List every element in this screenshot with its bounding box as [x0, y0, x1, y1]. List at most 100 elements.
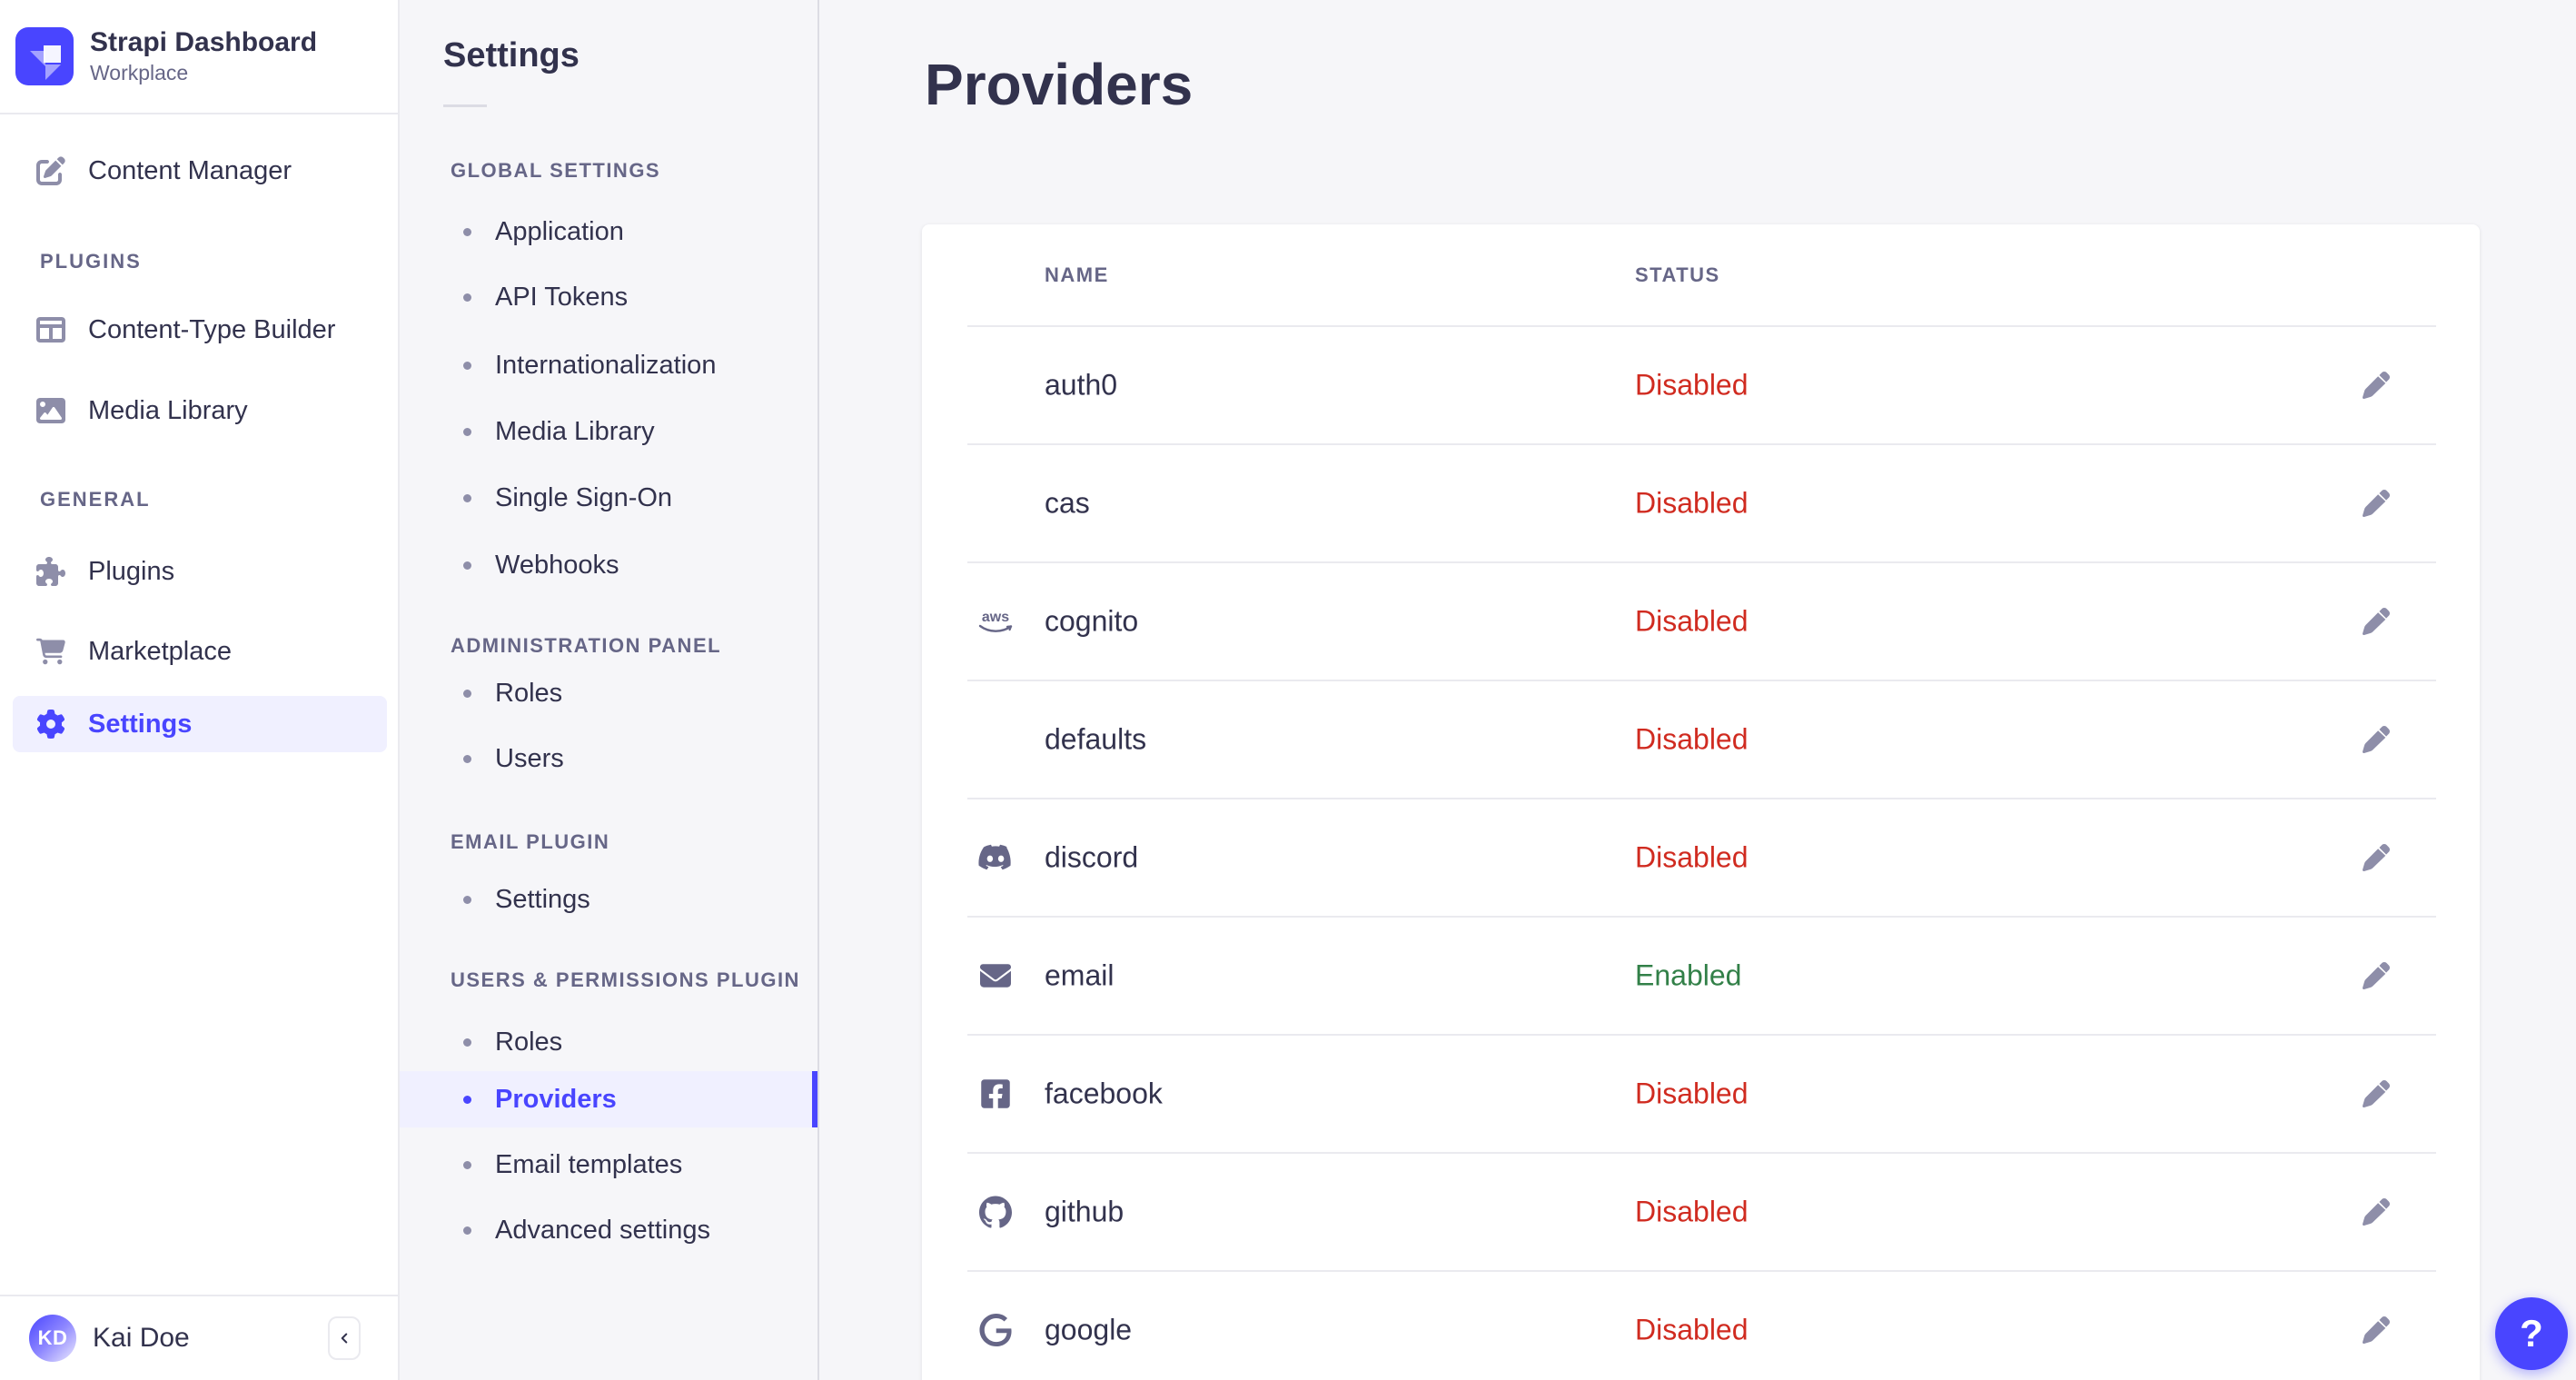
app-title: Strapi Dashboard [90, 26, 318, 57]
provider-row-facebook[interactable]: facebook Disabled [922, 1036, 2480, 1152]
bullet-icon [463, 427, 471, 436]
subnav-title-divider [443, 104, 487, 107]
sidebar-section-plugins: PLUGINS [40, 250, 142, 273]
gear-icon [35, 709, 66, 740]
workspace-name: Workplace [90, 61, 189, 85]
sidebar-item-marketplace[interactable]: Marketplace [13, 623, 387, 680]
bullet-icon [463, 361, 471, 370]
provider-name: google [1045, 1313, 1133, 1346]
subnav-item-label: Media Library [495, 416, 655, 446]
edit-provider-button[interactable] [2351, 596, 2402, 647]
bullet-icon [463, 293, 471, 302]
edit-provider-button[interactable] [2351, 1068, 2402, 1119]
provider-status: Disabled [1635, 604, 1749, 638]
facebook-icon [974, 1072, 1017, 1116]
edit-provider-button[interactable] [2351, 714, 2402, 765]
provider-row-cognito[interactable]: cognito Disabled [922, 563, 2480, 680]
subnav-item-admin-users[interactable]: Users [400, 730, 817, 787]
subnav-item-single-sign-on[interactable]: Single Sign-On [400, 470, 817, 526]
row-divider [967, 1034, 2436, 1036]
subnav-item-internationalization[interactable]: Internationalization [400, 337, 817, 393]
edit-provider-button[interactable] [2351, 1186, 2402, 1237]
collapse-sidebar-button[interactable] [328, 1316, 361, 1360]
provider-row-discord[interactable]: discord Disabled [922, 799, 2480, 916]
bullet-icon [463, 561, 471, 570]
sidebar-item-label: Plugins [88, 556, 175, 586]
bullet-icon [463, 895, 471, 904]
subnav-section-users-permissions-plugin: USERS & PERMISSIONS PLUGIN [451, 968, 800, 991]
subnav-section-administration-panel: ADMINISTRATION PANEL [451, 634, 722, 657]
cart-icon [35, 636, 66, 667]
column-header-name: NAME [1045, 263, 1109, 286]
subnav-item-label: Roles [495, 678, 563, 708]
bullet-icon [463, 1160, 471, 1169]
provider-row-email[interactable]: email Enabled [922, 918, 2480, 1034]
subnav-item-label: Internationalization [495, 350, 717, 380]
provider-name: auth0 [1045, 368, 1118, 402]
provider-name: github [1045, 1195, 1125, 1228]
provider-status: Disabled [1635, 1195, 1749, 1228]
provider-status: Disabled [1635, 368, 1749, 402]
edit-provider-button[interactable] [2351, 950, 2402, 1001]
subnav-item-media-library[interactable]: Media Library [400, 403, 817, 460]
google-icon [974, 1308, 1017, 1352]
column-header-status: STATUS [1635, 263, 1720, 286]
pencil-icon [2363, 372, 2390, 399]
subnav-item-providers[interactable]: Providers [400, 1071, 817, 1127]
pencil-icon [2363, 962, 2390, 989]
chevron-left-icon [336, 1330, 352, 1346]
provider-row-defaults[interactable]: defaults Disabled [922, 681, 2480, 798]
provider-name: defaults [1045, 722, 1147, 756]
subnav-item-application[interactable]: Application [400, 204, 817, 260]
bullet-icon [463, 754, 471, 763]
subnav-item-admin-roles[interactable]: Roles [400, 665, 817, 721]
sidebar-section-general: GENERAL [40, 488, 151, 511]
bullet-icon [463, 1226, 471, 1235]
pencil-icon [2363, 1316, 2390, 1344]
provider-row-github[interactable]: github Disabled [922, 1154, 2480, 1270]
subnav-item-advanced-settings[interactable]: Advanced settings [400, 1202, 817, 1258]
subnav-item-label: Users [495, 743, 564, 773]
workspace-header[interactable]: Strapi Dashboard Workplace [0, 0, 398, 114]
page-title: Providers [925, 52, 1194, 117]
sidebar-item-content-manager[interactable]: Content Manager [13, 143, 387, 199]
edit-provider-button[interactable] [2351, 1305, 2402, 1355]
sidebar-item-settings[interactable]: Settings [13, 696, 387, 752]
subnav-item-api-tokens[interactable]: API Tokens [400, 269, 817, 325]
edit-provider-button[interactable] [2351, 832, 2402, 883]
sidebar-item-media-library[interactable]: Media Library [13, 382, 387, 439]
providers-table-card: NAME STATUS auth0 Disabled cas Disabled … [922, 224, 2480, 1380]
help-button[interactable]: ? [2495, 1297, 2568, 1370]
question-mark-icon: ? [2520, 1312, 2543, 1355]
subnav-item-email-settings[interactable]: Settings [400, 871, 817, 928]
subnav-item-label: Email templates [495, 1149, 683, 1179]
provider-status: Disabled [1635, 1313, 1749, 1346]
provider-name: discord [1045, 840, 1139, 874]
pencil-icon [2363, 726, 2390, 753]
subnav-item-webhooks[interactable]: Webhooks [400, 537, 817, 593]
provider-row-google[interactable]: google Disabled [922, 1272, 2480, 1380]
user-footer: KD Kai Doe [0, 1295, 398, 1380]
subnav-item-label: Webhooks [495, 550, 619, 580]
provider-row-cas[interactable]: cas Disabled [922, 445, 2480, 561]
pencil-icon [2363, 490, 2390, 517]
strapi-logo-icon [15, 27, 74, 85]
pencil-icon [2363, 844, 2390, 871]
subnav-item-email-templates[interactable]: Email templates [400, 1137, 817, 1193]
bullet-icon [463, 227, 471, 236]
edit-provider-button[interactable] [2351, 360, 2402, 411]
sidebar-item-label: Marketplace [88, 636, 232, 666]
subnav-item-up-roles[interactable]: Roles [400, 1014, 817, 1070]
edit-provider-button[interactable] [2351, 478, 2402, 529]
row-divider [967, 680, 2436, 681]
provider-status: Disabled [1635, 1077, 1749, 1110]
sidebar-item-plugins[interactable]: Plugins [13, 543, 387, 600]
sidebar-item-content-type-builder[interactable]: Content-Type Builder [13, 302, 387, 358]
sidebar-item-label: Content-Type Builder [88, 314, 336, 344]
bullet-icon [463, 1095, 471, 1104]
content-manager-icon [35, 155, 66, 186]
provider-row-auth0[interactable]: auth0 Disabled [922, 327, 2480, 443]
avatar[interactable]: KD [29, 1315, 76, 1362]
row-divider [967, 443, 2436, 445]
